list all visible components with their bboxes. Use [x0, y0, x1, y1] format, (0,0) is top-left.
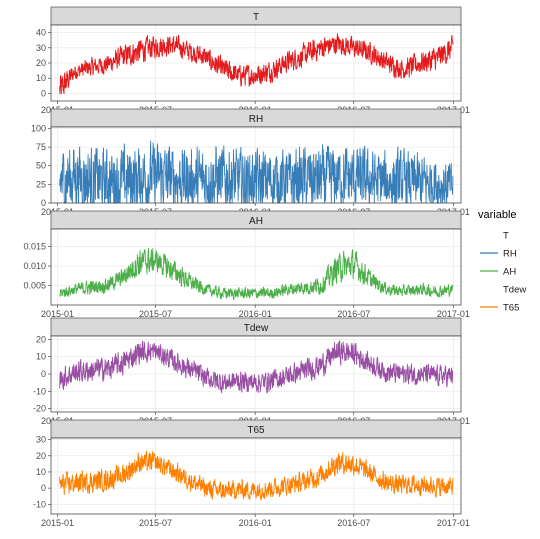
y-tick-label: 20 — [36, 334, 46, 344]
facet-strip-label: T — [253, 12, 259, 23]
y-tick-label: 30 — [36, 435, 46, 445]
x-tick-label: 2015-01 — [41, 309, 74, 319]
y-tick-label: 75 — [36, 142, 46, 152]
series-line-t65 — [59, 450, 454, 501]
x-tick-label: 2017-01 — [437, 309, 470, 319]
y-tick-label: 10 — [36, 467, 46, 477]
x-tick-label: 2016-01 — [239, 518, 272, 528]
legend-label: RH — [503, 249, 517, 260]
legend-item-t65: T65 — [480, 303, 519, 314]
facet-rh: RH02550751002015-012015-072016-012016-07… — [31, 108, 470, 217]
facet-strip-label: AH — [249, 216, 263, 227]
series-line-tdew — [59, 340, 454, 394]
series-line-rh — [59, 140, 454, 205]
legend-label: Tdew — [503, 285, 526, 296]
x-tick-label: 2016-07 — [337, 309, 370, 319]
facet-ah: AH 0.005 0.010 0.015 2015-01 2015-07 2016-01 20… — [23, 210, 470, 319]
facet-strip-label: Tdew — [244, 323, 269, 334]
panel-border — [50, 437, 462, 515]
legend: variable T RH AH Tdew T65 — [478, 209, 526, 314]
legend-label: T65 — [503, 303, 519, 314]
y-tick-label: -10 — [33, 499, 46, 509]
y-tick-label: 10 — [36, 352, 46, 362]
y-tick-label: 0.015 — [23, 242, 46, 252]
y-tick-label: -10 — [33, 386, 46, 396]
y-tick-label: 10 — [36, 73, 46, 83]
panel-border — [50, 24, 462, 102]
panel-border — [50, 335, 462, 413]
facets: T 0 10 20 30 40 2015-01 2015-07 2016-01 2016-07 20… — [23, 6, 470, 528]
x-tick-label: 2015-01 — [41, 518, 74, 528]
panel-border — [50, 126, 462, 204]
legend-item-t: T — [503, 231, 509, 242]
panel-border — [50, 228, 462, 306]
legend-title: variable — [478, 209, 517, 221]
y-tick-label: 0.010 — [23, 261, 46, 271]
y-tick-label: 40 — [36, 28, 46, 38]
x-tick-label: 2017-01 — [437, 518, 470, 528]
y-tick-label: 100 — [31, 123, 46, 133]
y-tick-label: 0 — [41, 198, 46, 208]
facet-strip-label: RH — [249, 114, 263, 125]
legend-item-rh: RH — [480, 249, 517, 260]
facet-t65: T65 -10 0 10 20 30 2015-01 2015-07 2016-01 2016-0… — [33, 419, 470, 528]
x-tick-label: 2015-07 — [139, 518, 172, 528]
legend-item-tdew: Tdew — [503, 285, 526, 296]
y-tick-label: 0 — [41, 369, 46, 379]
x-tick-label: 2016-01 — [239, 309, 272, 319]
y-tick-label: 20 — [36, 58, 46, 68]
y-tick-label: -20 — [33, 404, 46, 414]
series-line-ah — [59, 248, 454, 301]
legend-item-ah: AH — [480, 267, 516, 278]
y-tick-label: 20 — [36, 451, 46, 461]
series-line-t — [59, 33, 454, 95]
x-tick-label: 2016-07 — [337, 518, 370, 528]
y-tick-label: 0 — [41, 88, 46, 98]
x-tick-label: 2015-07 — [139, 309, 172, 319]
y-tick-label: 30 — [36, 43, 46, 53]
y-tick-label: 0 — [41, 483, 46, 493]
y-tick-label: 0.005 — [23, 281, 46, 291]
facet-strip-label: T65 — [247, 425, 265, 436]
facet-tdew: Tdew-20-10010202015-012015-072016-012016… — [33, 317, 470, 426]
legend-label: AH — [503, 267, 516, 278]
y-tick-label: 25 — [36, 179, 46, 189]
y-tick-label: 50 — [36, 161, 46, 171]
facet-t: T0102030402015-012015-072016-012016-0720… — [36, 6, 470, 115]
legend-label: T — [503, 231, 509, 242]
